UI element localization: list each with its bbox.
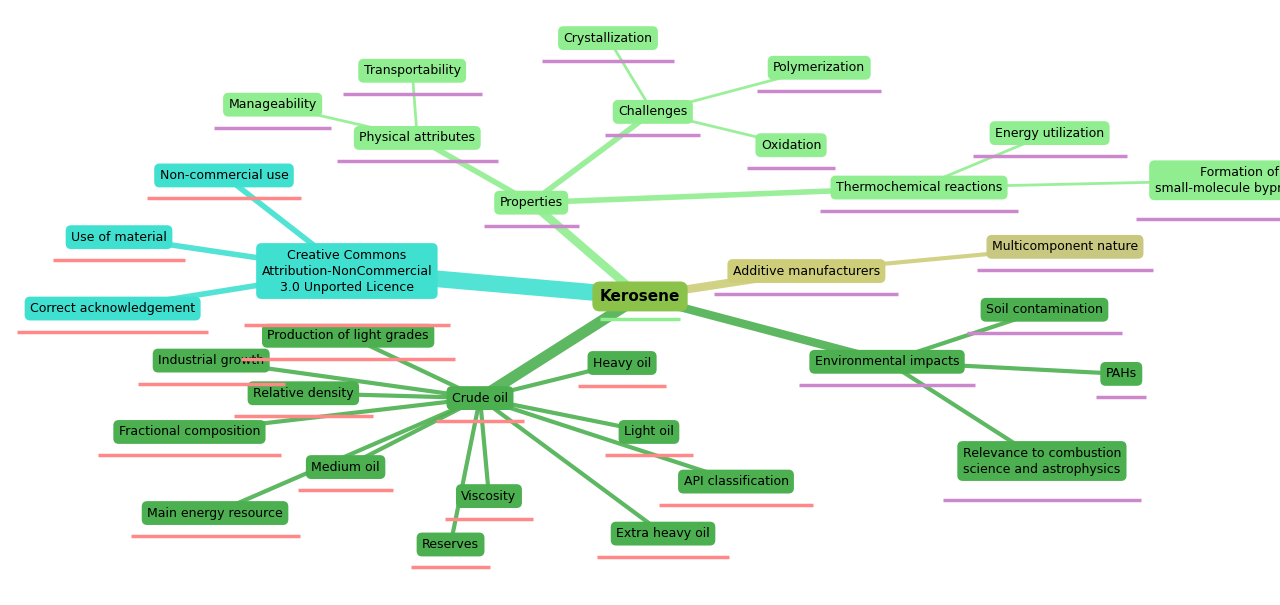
Text: Industrial growth: Industrial growth [159, 354, 264, 367]
Text: Additive manufacturers: Additive manufacturers [733, 264, 879, 278]
Text: Relevance to combustion
science and astrophysics: Relevance to combustion science and astr… [963, 446, 1121, 476]
Text: Fractional composition: Fractional composition [119, 425, 260, 439]
Text: Environmental impacts: Environmental impacts [815, 355, 959, 368]
Text: Non-commercial use: Non-commercial use [160, 169, 288, 182]
Text: Physical attributes: Physical attributes [360, 131, 475, 145]
Text: Crude oil: Crude oil [452, 391, 508, 405]
Text: API classification: API classification [684, 475, 788, 488]
Text: Properties: Properties [499, 196, 563, 209]
Text: Crystallization: Crystallization [563, 31, 653, 45]
Text: Creative Commons
Attribution-NonCommercial
3.0 Unported Licence: Creative Commons Attribution-NonCommerci… [261, 249, 433, 293]
Text: Multicomponent nature: Multicomponent nature [992, 240, 1138, 253]
Text: Transportability: Transportability [364, 64, 461, 77]
Text: Polymerization: Polymerization [773, 61, 865, 74]
Text: Correct acknowledgement: Correct acknowledgement [29, 302, 196, 315]
Text: Reserves: Reserves [422, 538, 479, 551]
Text: Production of light grades: Production of light grades [268, 329, 429, 342]
Text: Formation of
small-molecule byproducts: Formation of small-molecule byproducts [1155, 166, 1280, 195]
Text: Viscosity: Viscosity [461, 489, 517, 503]
Text: Relative density: Relative density [253, 387, 353, 400]
Text: Extra heavy oil: Extra heavy oil [616, 527, 710, 540]
Text: Energy utilization: Energy utilization [995, 126, 1105, 140]
Text: Soil contamination: Soil contamination [986, 303, 1103, 316]
Text: Oxidation: Oxidation [760, 139, 822, 152]
Text: Manageability: Manageability [229, 98, 316, 111]
Text: Thermochemical reactions: Thermochemical reactions [836, 181, 1002, 194]
Text: Heavy oil: Heavy oil [593, 356, 652, 370]
Text: PAHs: PAHs [1106, 367, 1137, 381]
Text: Light oil: Light oil [625, 425, 673, 439]
Text: Challenges: Challenges [618, 105, 687, 119]
Text: Use of material: Use of material [72, 231, 166, 244]
Text: Main energy resource: Main energy resource [147, 506, 283, 520]
Text: Medium oil: Medium oil [311, 460, 380, 474]
Text: Kerosene: Kerosene [600, 289, 680, 304]
